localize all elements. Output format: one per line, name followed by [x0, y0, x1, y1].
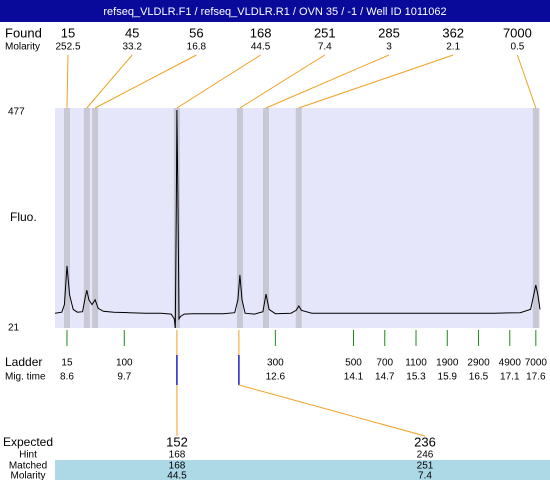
connector: [86, 54, 133, 109]
hint-label: Hint: [19, 450, 37, 461]
hint-value: 246: [417, 450, 434, 461]
hint-value: 168: [169, 450, 186, 461]
found-value: 251: [314, 25, 336, 40]
expected-value: 152: [166, 434, 188, 449]
found-value: 56: [189, 25, 203, 40]
title-bar: [0, 0, 550, 22]
expected-molarity-label: Molarity: [10, 471, 45, 480]
peak-band: [63, 108, 70, 328]
y-tick-label: 477: [8, 107, 25, 118]
molarity-value: 7.4: [318, 42, 332, 53]
matched-band: [55, 460, 550, 480]
connector: [238, 384, 426, 437]
peak-band: [236, 108, 243, 328]
connector: [66, 54, 69, 109]
expected-molarity: 44.5: [167, 471, 187, 480]
molarity-value: 2.1: [446, 42, 460, 53]
peak-band: [92, 108, 99, 328]
peak-band: [532, 108, 539, 328]
expected-molarity: 7.4: [418, 471, 432, 480]
molarity-value: 16.8: [187, 42, 207, 53]
molarity-value: 33.2: [122, 42, 142, 53]
chart-title: refseq_VLDLR.F1 / refseq_VLDLR.R1 / OVN …: [103, 6, 446, 18]
matched-label: Matched: [9, 461, 47, 472]
ladder-value: 700: [376, 358, 393, 369]
found-value: 45: [125, 25, 139, 40]
mig-time-value: 17.6: [526, 372, 546, 383]
matched-value: 168: [169, 461, 186, 472]
expected-value: 236: [414, 434, 436, 449]
connector: [176, 54, 261, 109]
peak-band: [295, 108, 302, 328]
y-tick-label: 21: [8, 323, 20, 334]
mig-time-value: 15.3: [406, 372, 426, 383]
ladder-value: 300: [267, 358, 284, 369]
molarity-value: 44.5: [251, 42, 271, 53]
found-value: 15: [61, 25, 75, 40]
mig-time-value: 17.1: [500, 372, 520, 383]
mig-time-value: 14.1: [344, 372, 364, 383]
mig-time-value: 8.6: [60, 372, 74, 383]
connector: [298, 54, 454, 109]
peak-band: [173, 108, 180, 328]
found-value: 285: [378, 25, 400, 40]
ladder-value: 7000: [525, 358, 548, 369]
y-axis-label: Fluo.: [10, 210, 37, 224]
matched-value: 251: [417, 461, 434, 472]
ladder-value: 500: [345, 358, 362, 369]
found-value: 362: [442, 25, 464, 40]
ladder-value: 15: [61, 358, 73, 369]
mig-time-value: 16.5: [469, 372, 489, 383]
ladder-value: 1100: [405, 358, 427, 369]
expected-label: Expected: [3, 435, 53, 449]
molarity-value: 252.5: [55, 42, 80, 53]
connector: [516, 54, 537, 109]
mig-time-value: 12.6: [266, 372, 286, 383]
ladder-value: 100: [116, 358, 133, 369]
found-label: Found: [5, 25, 42, 40]
molarity-value: 0.5: [510, 42, 524, 53]
mig-time-label: Mig. time: [5, 372, 46, 383]
peak-band: [262, 108, 269, 328]
connector: [94, 54, 197, 109]
trace: [54, 109, 541, 329]
found-value: 168: [250, 25, 272, 40]
ladder-value: 4900: [499, 358, 522, 369]
connector: [265, 54, 390, 109]
ladder-label: Ladder: [5, 355, 42, 369]
ladder-value: 1900: [436, 358, 459, 369]
ladder-value: 2900: [467, 358, 490, 369]
peak-band: [83, 108, 90, 328]
mig-time-value: 14.7: [375, 372, 395, 383]
mig-time-value: 9.7: [117, 372, 131, 383]
found-value: 7000: [503, 25, 532, 40]
mig-time-value: 15.9: [438, 372, 458, 383]
molarity-label: Molarity: [5, 42, 40, 53]
molarity-value: 3: [386, 42, 392, 53]
connector: [239, 54, 326, 109]
